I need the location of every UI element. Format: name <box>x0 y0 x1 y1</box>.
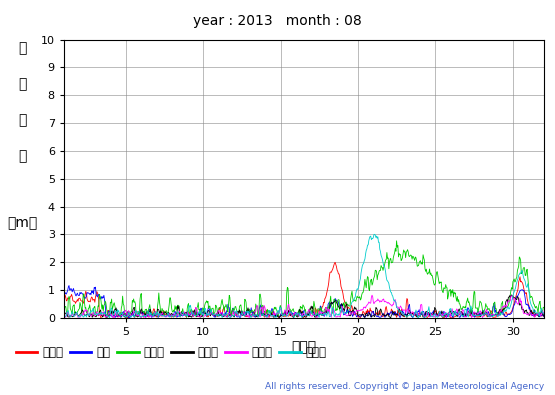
石廀崎 <box>62 304 69 309</box>
Text: 波: 波 <box>18 113 27 127</box>
屋久島 <box>128 315 134 320</box>
Text: （m）: （m） <box>7 216 37 230</box>
経ヶ尬 <box>265 312 272 317</box>
上ノ国 <box>406 308 413 312</box>
屋久島 <box>265 308 272 313</box>
経ヶ尬 <box>541 314 547 319</box>
石廀崎 <box>128 309 134 314</box>
屋久島 <box>415 315 421 320</box>
経ヶ尬 <box>417 314 424 319</box>
上ノ国 <box>332 260 339 265</box>
Line: 屋久島: 屋久島 <box>64 234 544 318</box>
石廀崎 <box>418 262 425 267</box>
生月島 <box>60 310 67 315</box>
生月島 <box>128 313 134 318</box>
唐桑 <box>406 302 413 307</box>
生月島 <box>284 307 291 312</box>
経ヶ尬 <box>284 312 290 316</box>
生月島 <box>266 312 273 317</box>
経ヶ尬 <box>62 311 69 316</box>
唐桑 <box>65 283 72 288</box>
上ノ国 <box>266 315 273 320</box>
上ノ国 <box>60 302 67 307</box>
唐桑 <box>285 309 291 314</box>
Legend: 上ノ国, 唐桑, 石廀崎, 経ヶ尬, 生月島, 屋久島: 上ノ国, 唐桑, 石廀崎, 経ヶ尬, 生月島, 屋久島 <box>12 341 331 363</box>
唐桑 <box>128 311 135 316</box>
経ヶ尬 <box>387 315 394 320</box>
屋久島 <box>284 314 290 319</box>
唐桑 <box>266 312 273 317</box>
上ノ国 <box>124 315 131 320</box>
Text: year : 2013   month : 08: year : 2013 month : 08 <box>193 14 362 28</box>
唐桑 <box>60 297 67 302</box>
生月島 <box>418 302 425 307</box>
Text: 義: 義 <box>18 77 27 91</box>
唐桑 <box>541 314 547 319</box>
唐桑 <box>418 312 425 317</box>
唐桑 <box>62 291 69 296</box>
Line: 石廀崎: 石廀崎 <box>64 241 544 318</box>
Line: 生月島: 生月島 <box>64 295 544 318</box>
Text: 有: 有 <box>18 41 27 55</box>
上ノ国 <box>62 295 69 300</box>
経ヶ尬 <box>406 310 412 315</box>
上ノ国 <box>541 313 547 318</box>
唐桑 <box>237 315 244 320</box>
生月島 <box>406 310 413 315</box>
経ヶ尬 <box>60 312 67 316</box>
生月島 <box>142 315 149 320</box>
Text: 高: 高 <box>18 149 27 164</box>
石廀崎 <box>183 315 190 320</box>
上ノ国 <box>128 312 135 316</box>
X-axis label: （日）: （日） <box>291 340 316 354</box>
石廀崎 <box>284 285 291 290</box>
生月島 <box>541 310 547 315</box>
上ノ国 <box>418 311 425 316</box>
生月島 <box>62 315 69 320</box>
石廀崎 <box>393 239 400 243</box>
石廀崎 <box>60 312 67 317</box>
石廀崎 <box>266 311 273 316</box>
屋久島 <box>406 313 412 318</box>
経ヶ尬 <box>128 313 134 318</box>
屋久島 <box>541 312 547 316</box>
Line: 上ノ国: 上ノ国 <box>64 262 544 318</box>
Text: All rights reserved. Copyright © Japan Meteorological Agency: All rights reserved. Copyright © Japan M… <box>265 382 544 391</box>
Line: 経ヶ尬: 経ヶ尬 <box>64 295 544 318</box>
Line: 唐桑: 唐桑 <box>64 286 544 318</box>
屋久島 <box>62 314 69 319</box>
経ヶ尬 <box>508 293 515 297</box>
石廀崎 <box>541 305 547 310</box>
屋久島 <box>60 314 67 319</box>
屋久島 <box>418 310 425 315</box>
石廀崎 <box>406 254 413 259</box>
生月島 <box>369 293 375 297</box>
上ノ国 <box>284 313 291 318</box>
屋久島 <box>371 232 378 237</box>
